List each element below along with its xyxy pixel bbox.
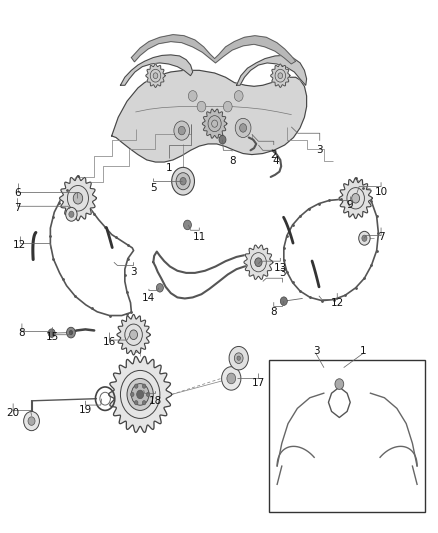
Circle shape	[362, 235, 367, 241]
Text: 3: 3	[130, 267, 137, 277]
Circle shape	[120, 370, 160, 418]
Circle shape	[235, 118, 251, 138]
Polygon shape	[244, 245, 273, 279]
Circle shape	[69, 330, 73, 335]
Circle shape	[67, 185, 88, 211]
Text: 16: 16	[103, 337, 116, 347]
Circle shape	[229, 346, 248, 370]
Text: 13: 13	[274, 263, 287, 272]
Text: 12: 12	[331, 298, 344, 308]
Text: 18: 18	[149, 396, 162, 406]
Circle shape	[142, 401, 146, 405]
Text: 9: 9	[346, 200, 353, 210]
Circle shape	[347, 188, 364, 209]
Text: 1: 1	[359, 346, 366, 356]
Circle shape	[223, 101, 232, 112]
Circle shape	[125, 324, 142, 345]
Text: 12: 12	[13, 240, 26, 250]
Bar	[269, 360, 425, 512]
Circle shape	[237, 356, 240, 360]
Circle shape	[137, 390, 144, 399]
Circle shape	[69, 211, 74, 217]
Circle shape	[73, 192, 83, 204]
Circle shape	[172, 167, 194, 195]
Text: 8: 8	[229, 156, 236, 166]
Text: 8: 8	[270, 307, 277, 317]
Circle shape	[197, 101, 206, 112]
Circle shape	[255, 258, 262, 266]
Circle shape	[153, 73, 158, 78]
Polygon shape	[112, 70, 307, 162]
Circle shape	[134, 401, 138, 405]
Circle shape	[212, 120, 218, 127]
Polygon shape	[120, 55, 193, 85]
Circle shape	[255, 258, 262, 266]
Text: 8: 8	[18, 328, 25, 338]
Text: 5: 5	[150, 183, 157, 192]
Circle shape	[48, 329, 55, 337]
Circle shape	[280, 297, 287, 305]
Polygon shape	[131, 35, 296, 64]
Text: 2: 2	[270, 150, 277, 159]
Text: 11: 11	[193, 232, 206, 242]
Text: 17: 17	[252, 378, 265, 387]
Circle shape	[222, 367, 241, 390]
Text: 1: 1	[165, 163, 172, 173]
Circle shape	[180, 177, 186, 185]
Circle shape	[156, 284, 163, 292]
Text: 4: 4	[272, 156, 279, 166]
Circle shape	[352, 193, 360, 203]
Circle shape	[131, 384, 149, 405]
Polygon shape	[271, 64, 290, 87]
Circle shape	[131, 392, 134, 397]
Text: 3: 3	[313, 346, 319, 356]
Text: 7: 7	[378, 232, 385, 242]
Polygon shape	[117, 314, 150, 355]
Circle shape	[28, 417, 35, 425]
Circle shape	[240, 124, 247, 132]
Circle shape	[234, 353, 243, 364]
Polygon shape	[339, 178, 372, 219]
Text: 14: 14	[142, 294, 155, 303]
Circle shape	[227, 373, 236, 384]
Polygon shape	[146, 64, 165, 87]
Circle shape	[335, 379, 344, 390]
Text: 3: 3	[316, 146, 323, 155]
Text: 15: 15	[46, 332, 59, 342]
Circle shape	[142, 384, 146, 388]
Circle shape	[130, 330, 138, 340]
Circle shape	[219, 135, 226, 144]
Circle shape	[134, 384, 138, 388]
Text: 10: 10	[374, 187, 388, 197]
Circle shape	[178, 126, 185, 135]
Circle shape	[146, 392, 150, 397]
Polygon shape	[237, 55, 307, 85]
Circle shape	[251, 253, 266, 272]
Circle shape	[127, 378, 153, 410]
Text: 19: 19	[79, 406, 92, 415]
Polygon shape	[109, 357, 172, 432]
Circle shape	[67, 327, 75, 338]
Circle shape	[278, 73, 283, 78]
Text: 3: 3	[279, 268, 286, 278]
Text: 20: 20	[7, 408, 20, 418]
Circle shape	[188, 91, 197, 101]
Text: 7: 7	[14, 203, 21, 213]
Polygon shape	[202, 109, 227, 138]
Circle shape	[234, 91, 243, 101]
Circle shape	[208, 116, 221, 132]
Circle shape	[176, 173, 190, 190]
Text: 6: 6	[14, 188, 21, 198]
Circle shape	[174, 121, 190, 140]
Circle shape	[150, 69, 161, 82]
Circle shape	[184, 220, 191, 230]
Circle shape	[359, 231, 370, 245]
Circle shape	[66, 207, 77, 221]
Polygon shape	[60, 176, 96, 221]
Circle shape	[275, 69, 286, 82]
Circle shape	[24, 411, 39, 431]
